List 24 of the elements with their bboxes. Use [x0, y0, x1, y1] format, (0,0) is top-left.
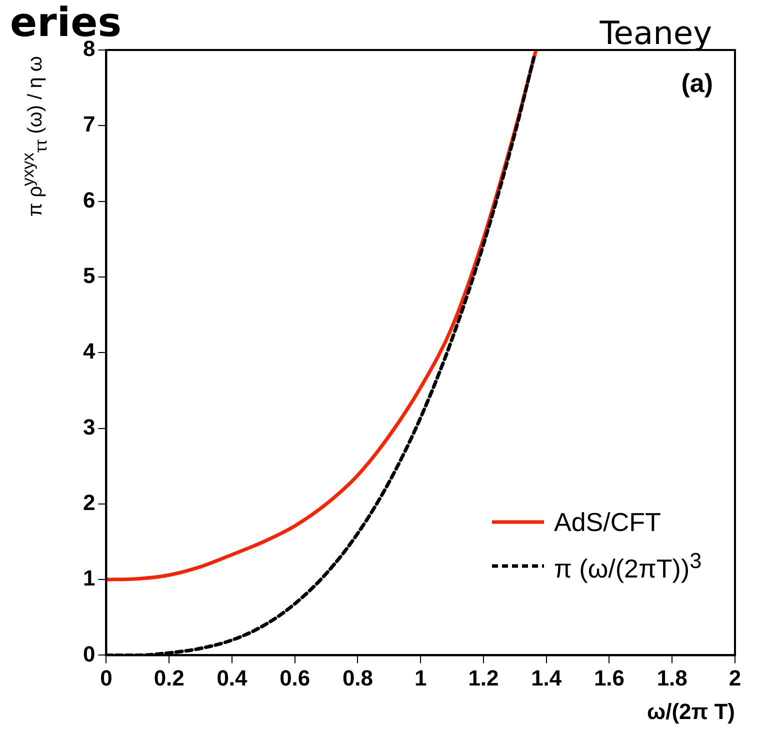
- y-tick-label: 5: [82, 263, 96, 288]
- x-tick-label: 0.8: [342, 665, 374, 690]
- x-axis-title: ω/(2π T): [647, 698, 735, 724]
- legend-label: π (ω/(2πT))$^{3}$: [554, 548, 702, 584]
- y-tick-label: 1: [82, 566, 96, 591]
- x-tick-label: 2: [728, 665, 742, 690]
- x-tick-label: 0.4: [216, 665, 248, 690]
- x-tick-label: 1.4: [531, 665, 562, 690]
- y-tick-label: 6: [82, 187, 96, 212]
- chart-subtitle: Teaney: [600, 14, 712, 52]
- x-tick-label: 1.6: [594, 665, 625, 690]
- y-tick-label: 2: [82, 490, 96, 515]
- y-tick-label: 0: [82, 641, 96, 666]
- x-tick-label: 1.2: [468, 665, 499, 690]
- y-tick-label: 3: [82, 414, 96, 440]
- x-tick-label: 0.2: [154, 665, 184, 690]
- y-tick-label: 4: [82, 338, 96, 364]
- x-tick-label: 1: [414, 665, 427, 690]
- x-tick-label: 1.8: [656, 665, 688, 690]
- legend-label: AdS/CFT: [554, 506, 661, 538]
- annotation: (a): [681, 68, 713, 98]
- y-tick-label: 7: [82, 112, 96, 137]
- x-tick-label: 0.6: [280, 665, 310, 690]
- x-tick-label: 0: [100, 665, 112, 690]
